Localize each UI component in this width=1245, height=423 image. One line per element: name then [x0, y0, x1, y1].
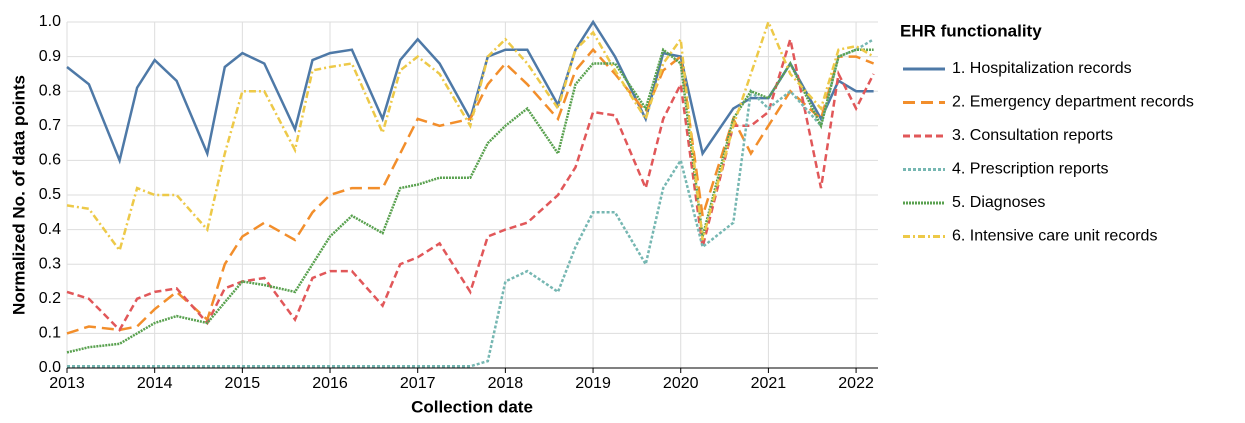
x-tick-label: 2013 [49, 375, 85, 392]
legend-label: 1. Hospitalization records [952, 60, 1132, 77]
y-tick-label: 0.9 [39, 48, 61, 65]
x-tick-label: 2022 [838, 375, 874, 392]
y-tick-label: 0.1 [39, 325, 61, 342]
series-line [66, 18, 875, 254]
y-tick-label: 0.4 [39, 221, 61, 238]
y-tick-label: 0.8 [39, 82, 61, 99]
x-axis-title: Collection date [411, 397, 533, 416]
y-tick-label: 0.3 [39, 255, 61, 272]
series-line [66, 47, 875, 335]
y-axis-title: Normalized No. of data points [9, 75, 28, 315]
legend-label: 4. Prescription reports [952, 161, 1109, 178]
y-tick-label: 0.6 [39, 152, 61, 169]
series-line [66, 19, 874, 165]
y-tick-label: 0.2 [39, 290, 61, 307]
series-line [66, 38, 875, 332]
x-tick-label: 2019 [575, 375, 611, 392]
x-tick-label: 2020 [663, 375, 699, 392]
x-tick-label: 2021 [751, 375, 787, 392]
x-tick-label: 2017 [400, 375, 436, 392]
legend-label: 2. Emergency department records [952, 94, 1194, 111]
y-tick-label: 1.0 [39, 13, 61, 30]
y-tick-label: 0.7 [39, 117, 61, 134]
legend-label: 5. Diagnoses [952, 194, 1045, 211]
x-tick-label: 2015 [225, 375, 261, 392]
x-tick-label: 2018 [488, 375, 524, 392]
y-tick-label: 0.0 [39, 359, 61, 376]
legend-label: 6. Intensive care unit records [952, 228, 1157, 245]
series-line [67, 38, 875, 368]
x-tick-label: 2016 [312, 375, 348, 392]
legend-label: 3. Consultation reports [952, 127, 1113, 144]
series-line [66, 47, 874, 354]
x-tick-label: 2014 [137, 375, 173, 392]
y-tick-label: 0.5 [39, 186, 61, 203]
legend-title: EHR functionality [900, 21, 1042, 40]
